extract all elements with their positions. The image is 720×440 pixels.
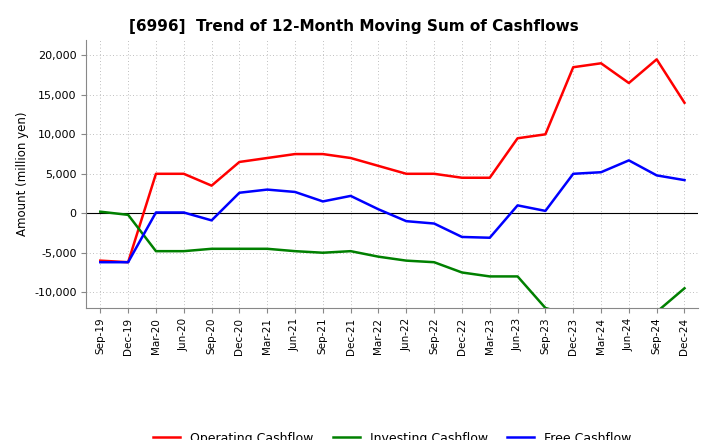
Operating Cashflow	[680, 100, 689, 106]
Investing Cashflow	[318, 250, 327, 255]
Investing Cashflow	[485, 274, 494, 279]
Free Cashflow	[597, 169, 606, 175]
Free Cashflow	[569, 171, 577, 176]
Legend: Operating Cashflow, Investing Cashflow, Free Cashflow: Operating Cashflow, Investing Cashflow, …	[148, 427, 636, 440]
Investing Cashflow	[513, 274, 522, 279]
Free Cashflow	[458, 235, 467, 240]
Line: Investing Cashflow: Investing Cashflow	[100, 212, 685, 316]
Free Cashflow	[652, 173, 661, 178]
Free Cashflow	[207, 218, 216, 223]
Free Cashflow	[96, 260, 104, 265]
Free Cashflow	[235, 190, 243, 195]
Operating Cashflow	[179, 171, 188, 176]
Investing Cashflow	[569, 313, 577, 319]
Investing Cashflow	[541, 305, 550, 311]
Operating Cashflow	[235, 159, 243, 165]
Free Cashflow	[485, 235, 494, 240]
Operating Cashflow	[624, 81, 633, 86]
Free Cashflow	[624, 158, 633, 163]
Free Cashflow	[124, 260, 132, 265]
Operating Cashflow	[291, 151, 300, 157]
Free Cashflow	[346, 193, 355, 198]
Operating Cashflow	[152, 171, 161, 176]
Free Cashflow	[179, 210, 188, 215]
Operating Cashflow	[430, 171, 438, 176]
Operating Cashflow	[597, 61, 606, 66]
Operating Cashflow	[263, 155, 271, 161]
Operating Cashflow	[485, 175, 494, 180]
Investing Cashflow	[597, 309, 606, 315]
Free Cashflow	[263, 187, 271, 192]
Investing Cashflow	[402, 258, 410, 263]
Investing Cashflow	[430, 260, 438, 265]
Line: Operating Cashflow: Operating Cashflow	[100, 59, 685, 262]
Operating Cashflow	[402, 171, 410, 176]
Investing Cashflow	[291, 249, 300, 254]
Free Cashflow	[513, 203, 522, 208]
Operating Cashflow	[541, 132, 550, 137]
Free Cashflow	[680, 177, 689, 183]
Operating Cashflow	[318, 151, 327, 157]
Free Cashflow	[291, 189, 300, 194]
Investing Cashflow	[96, 209, 104, 214]
Investing Cashflow	[652, 309, 661, 315]
Investing Cashflow	[374, 254, 383, 259]
Investing Cashflow	[179, 249, 188, 254]
Free Cashflow	[402, 219, 410, 224]
Operating Cashflow	[207, 183, 216, 188]
Investing Cashflow	[458, 270, 467, 275]
Operating Cashflow	[96, 258, 104, 263]
Operating Cashflow	[569, 65, 577, 70]
Line: Free Cashflow: Free Cashflow	[100, 161, 685, 262]
Investing Cashflow	[680, 286, 689, 291]
Investing Cashflow	[346, 249, 355, 254]
Operating Cashflow	[374, 163, 383, 169]
Y-axis label: Amount (million yen): Amount (million yen)	[16, 112, 29, 236]
Free Cashflow	[430, 221, 438, 226]
Free Cashflow	[318, 199, 327, 204]
Operating Cashflow	[124, 260, 132, 265]
Operating Cashflow	[458, 175, 467, 180]
Free Cashflow	[374, 207, 383, 212]
Investing Cashflow	[152, 249, 161, 254]
Free Cashflow	[541, 208, 550, 213]
Operating Cashflow	[652, 57, 661, 62]
Investing Cashflow	[124, 212, 132, 217]
Investing Cashflow	[235, 246, 243, 251]
Text: [6996]  Trend of 12-Month Moving Sum of Cashflows: [6996] Trend of 12-Month Moving Sum of C…	[130, 19, 579, 34]
Investing Cashflow	[207, 246, 216, 251]
Investing Cashflow	[263, 246, 271, 251]
Operating Cashflow	[513, 136, 522, 141]
Free Cashflow	[152, 210, 161, 215]
Operating Cashflow	[346, 155, 355, 161]
Investing Cashflow	[624, 309, 633, 315]
